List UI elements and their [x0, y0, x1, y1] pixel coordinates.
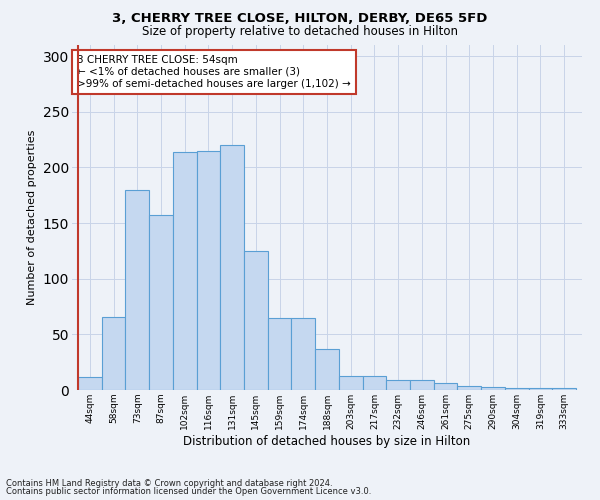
- Bar: [173, 152, 197, 390]
- Bar: [434, 384, 457, 390]
- Text: 3 CHERRY TREE CLOSE: 54sqm
← <1% of detached houses are smaller (3)
>99% of semi: 3 CHERRY TREE CLOSE: 54sqm ← <1% of deta…: [77, 56, 351, 88]
- Bar: [78, 376, 101, 390]
- Y-axis label: Number of detached properties: Number of detached properties: [27, 130, 37, 305]
- X-axis label: Distribution of detached houses by size in Hilton: Distribution of detached houses by size …: [184, 434, 470, 448]
- Bar: [315, 349, 339, 390]
- Bar: [268, 318, 292, 390]
- Bar: [362, 376, 386, 390]
- Bar: [457, 386, 481, 390]
- Text: Size of property relative to detached houses in Hilton: Size of property relative to detached ho…: [142, 25, 458, 38]
- Bar: [481, 386, 505, 390]
- Bar: [125, 190, 149, 390]
- Text: 3, CHERRY TREE CLOSE, HILTON, DERBY, DE65 5FD: 3, CHERRY TREE CLOSE, HILTON, DERBY, DE6…: [112, 12, 488, 26]
- Bar: [410, 380, 434, 390]
- Bar: [149, 216, 173, 390]
- Bar: [339, 376, 362, 390]
- Text: Contains HM Land Registry data © Crown copyright and database right 2024.: Contains HM Land Registry data © Crown c…: [6, 478, 332, 488]
- Bar: [386, 380, 410, 390]
- Bar: [244, 251, 268, 390]
- Bar: [101, 316, 125, 390]
- Bar: [197, 150, 220, 390]
- Bar: [529, 388, 553, 390]
- Bar: [505, 388, 529, 390]
- Bar: [220, 145, 244, 390]
- Text: Contains public sector information licensed under the Open Government Licence v3: Contains public sector information licen…: [6, 487, 371, 496]
- Bar: [553, 388, 576, 390]
- Bar: [292, 318, 315, 390]
